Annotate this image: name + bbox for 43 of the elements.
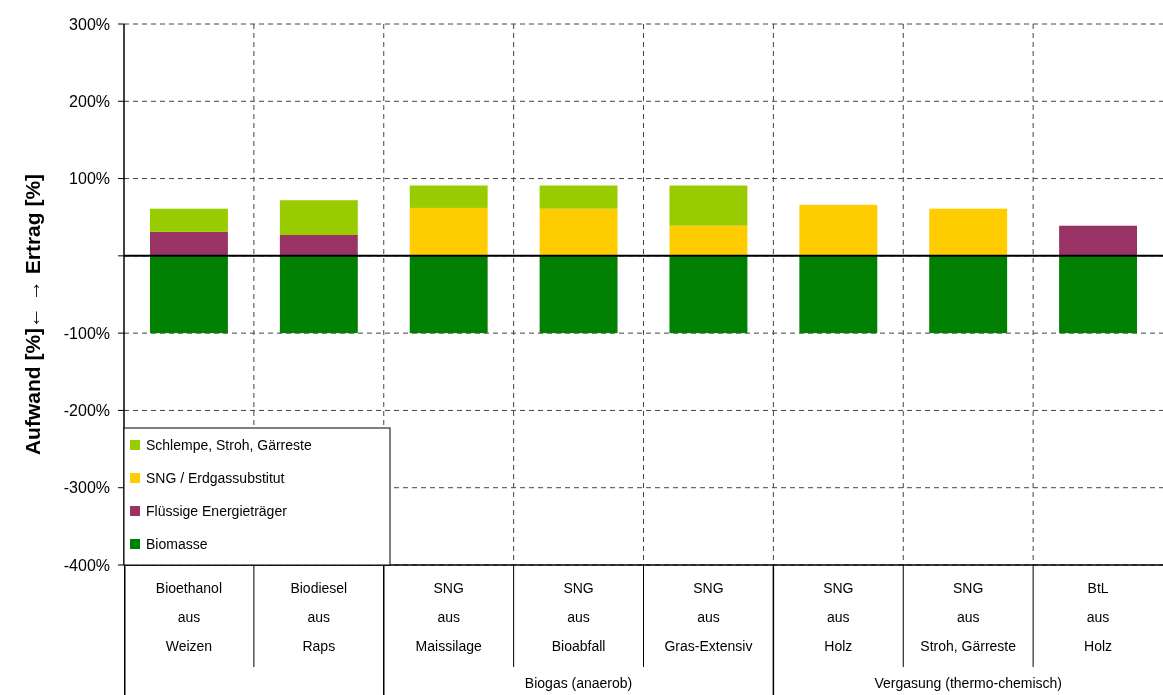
bar	[669, 255, 748, 334]
bar	[279, 255, 358, 334]
y-tick-label: 100%	[69, 170, 110, 188]
bar	[669, 225, 748, 256]
y-tick-label: -100%	[63, 324, 110, 342]
bar	[409, 255, 488, 334]
bar	[539, 185, 618, 209]
x-tick-label: Bioethanol aus Weizen	[155, 580, 223, 654]
bar	[409, 207, 488, 256]
bar	[149, 255, 228, 334]
legend-label: Flüssige Energieträger	[146, 502, 288, 519]
y-tick-label: -200%	[63, 402, 110, 420]
bar	[539, 208, 618, 256]
bar	[669, 185, 748, 226]
bar	[539, 255, 618, 334]
y-tick-label: -400%	[63, 556, 110, 574]
x-tick-label: SNG aus Bioabfall	[551, 580, 606, 654]
bar	[929, 255, 1008, 334]
text: Biogas (anaerob)	[524, 675, 633, 691]
legend-label: Biomasse	[146, 535, 208, 552]
x-tick-label: SNG aus Maissilage	[415, 580, 482, 654]
x-tick-label: BtL aus Holz	[1084, 580, 1113, 654]
bar	[409, 185, 488, 208]
legend-label: SNG / Erdgassubstitut	[146, 469, 285, 486]
x-tick-label: SNG aus Holz	[823, 580, 854, 654]
bar	[1059, 255, 1138, 334]
bar	[149, 208, 228, 232]
y-axis-title: Aufwand [%]← → Ertrag [%]	[21, 173, 44, 456]
y-tick-label: 200%	[69, 92, 110, 110]
text: Vergasung (thermo-chemisch)	[874, 675, 1062, 691]
bar	[279, 200, 358, 235]
legend-label: Schlempe, Stroh, Gärreste	[146, 436, 312, 453]
bar	[799, 255, 878, 334]
bar	[929, 208, 1008, 256]
x-tick-label: SNG aus Stroh, Gärreste	[920, 580, 1017, 654]
bar	[279, 234, 358, 256]
y-tick-label: -300%	[63, 479, 110, 497]
y-tick-label: 300%	[69, 15, 110, 33]
bar	[149, 231, 228, 256]
bar	[1059, 225, 1138, 256]
bar	[799, 204, 878, 256]
x-tick-label: Biodiesel aus Raps	[290, 580, 348, 654]
x-tick-label: SNG aus Gras-Extensiv	[664, 580, 753, 654]
